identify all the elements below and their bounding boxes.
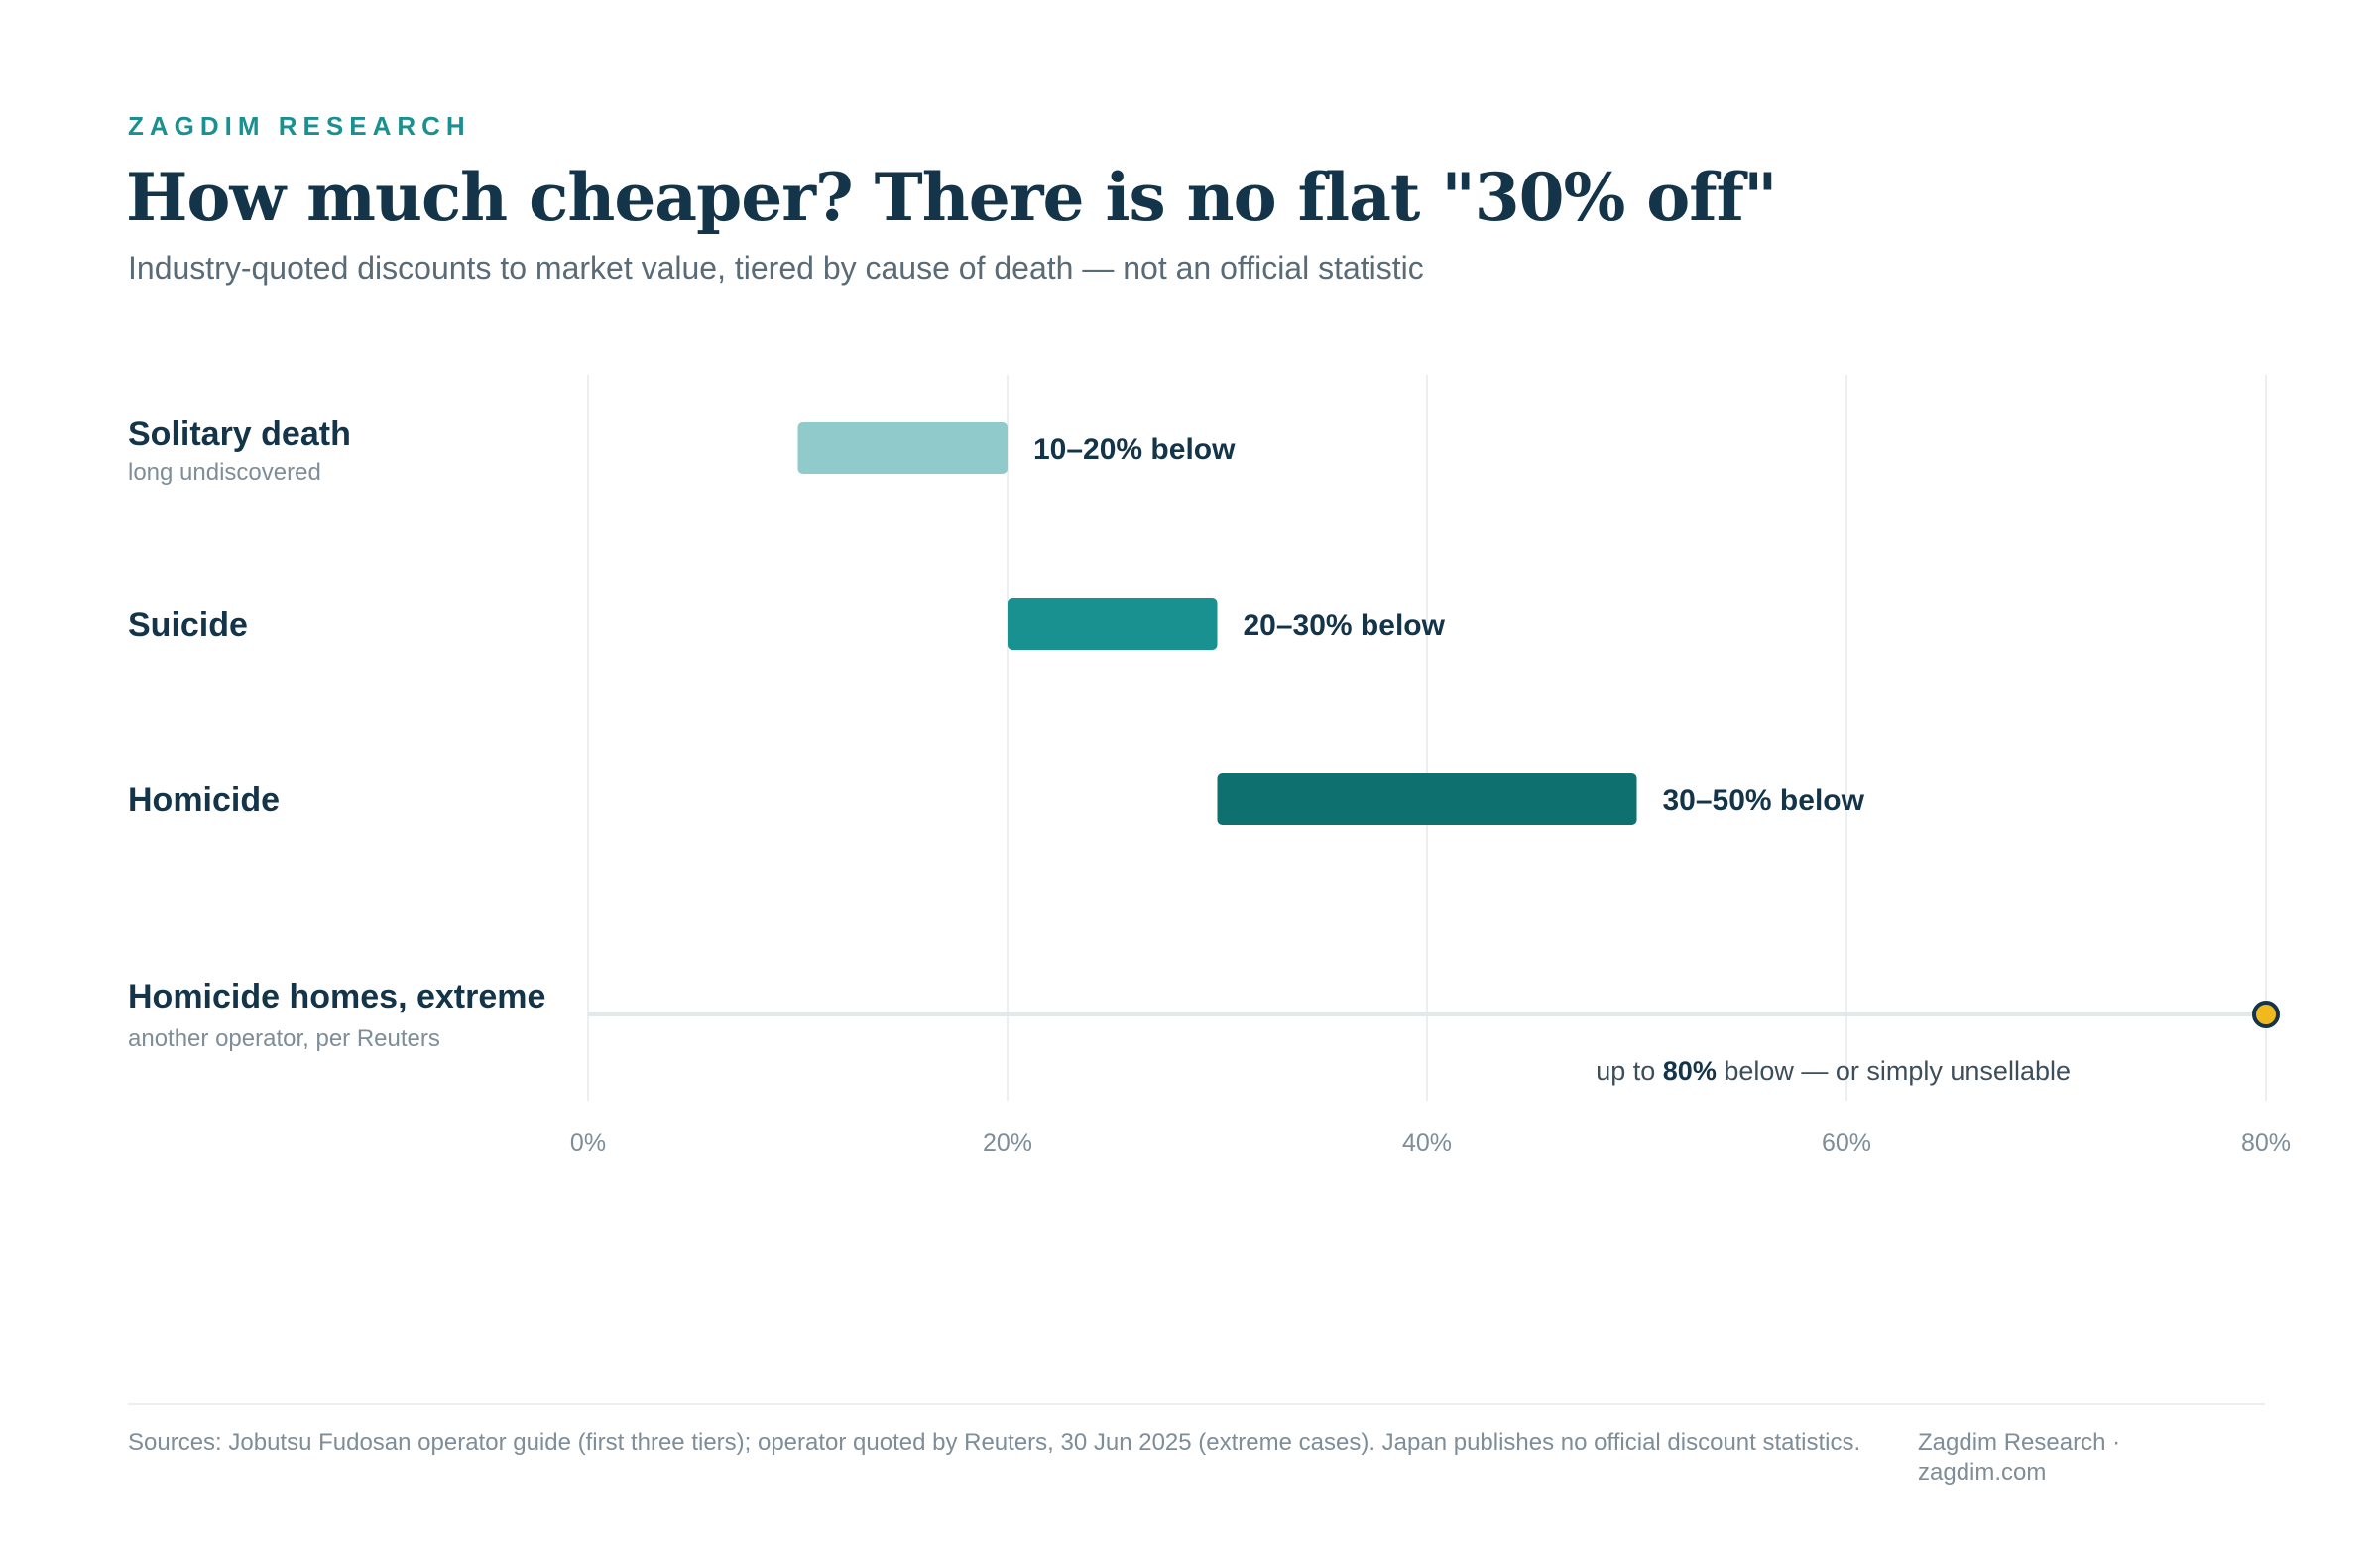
bar-value-label: 30–50% below	[1663, 784, 1865, 817]
chart-subtitle: Industry-quoted discounts to market valu…	[128, 250, 1424, 286]
category-label: Homicide	[128, 781, 280, 819]
extreme-category-label: Homicide homes, extreme	[128, 978, 545, 1015]
extreme-category-sublabel: another operator, per Reuters	[128, 1025, 440, 1052]
x-tick-label: 80%	[2241, 1130, 2291, 1157]
x-tick-label: 60%	[1822, 1130, 1871, 1157]
extreme-point	[2252, 1001, 2280, 1028]
bar-value-label: 10–20% below	[1033, 433, 1236, 466]
sources-note: Sources: Jobutsu Fudosan operator guide …	[128, 1429, 1861, 1456]
chart-title: How much cheaper? There is no flat "30% …	[126, 159, 1777, 236]
category-label: Suicide	[128, 606, 248, 644]
category-label: Solitary death	[128, 416, 351, 453]
bar-value-label: 20–30% below	[1244, 609, 1446, 642]
extreme-annotation: up to 80% below — or simply unsellable	[1596, 1056, 2071, 1086]
x-tick-label: 0%	[570, 1130, 606, 1157]
range-bar	[1217, 774, 1637, 825]
category-sublabel: long undiscovered	[128, 459, 321, 486]
x-tick-label: 40%	[1402, 1130, 1452, 1157]
credit-note: Zagdim Research · zagdim.com	[1918, 1429, 2121, 1486]
range-bar	[797, 422, 1008, 474]
range-bar	[1008, 598, 1218, 650]
footer-divider	[128, 1403, 2265, 1405]
x-tick-label: 20%	[983, 1130, 1032, 1157]
brand-label: ZAGDIM RESEARCH	[128, 111, 471, 141]
